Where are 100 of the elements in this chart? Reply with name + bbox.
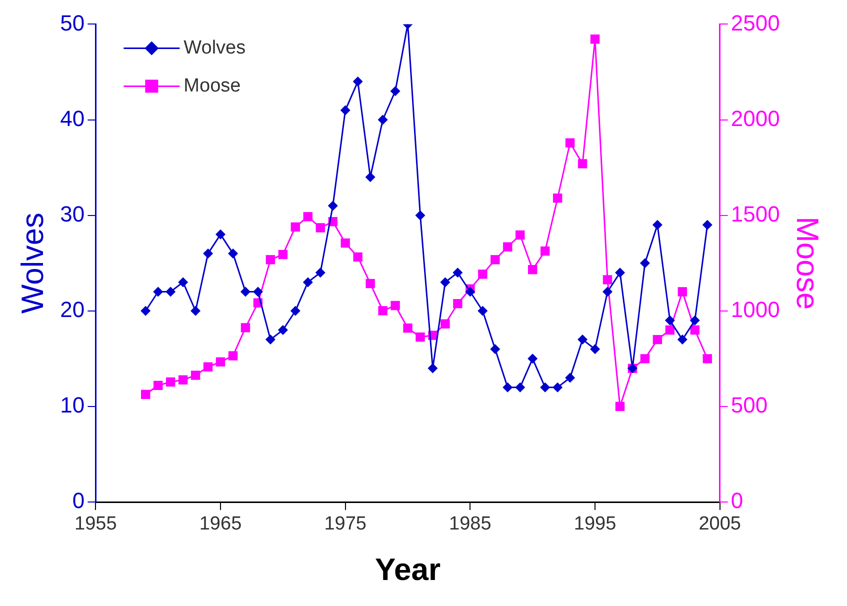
- point: [228, 351, 238, 360]
- point: [453, 299, 462, 308]
- point: [140, 306, 151, 316]
- point: [428, 363, 438, 374]
- x-tick-label: 1985: [449, 514, 492, 535]
- legend-label: Wolves: [184, 37, 246, 58]
- point: [690, 325, 700, 335]
- point: [528, 265, 538, 274]
- point: [328, 200, 338, 211]
- point: [390, 86, 400, 96]
- point: [677, 334, 688, 345]
- point: [690, 315, 700, 326]
- point: [652, 334, 662, 344]
- point: [190, 306, 201, 316]
- y-tick-label: 10: [60, 392, 85, 418]
- point: [652, 220, 662, 230]
- point: [602, 286, 613, 297]
- point: [303, 212, 312, 222]
- x-tick-label: 1975: [324, 514, 366, 535]
- point: [614, 268, 625, 278]
- point: [516, 230, 525, 240]
- point: [353, 252, 362, 262]
- x-tick-label: 1995: [574, 514, 616, 535]
- x-tick-label: 1965: [199, 514, 242, 535]
- point: [490, 344, 500, 354]
- point: [665, 325, 675, 335]
- point: [503, 242, 512, 252]
- point: [352, 76, 363, 87]
- y-axis-title: Wolves: [15, 212, 50, 314]
- point: [153, 286, 164, 297]
- y2-tick-label: 0: [730, 488, 744, 514]
- point: [590, 34, 600, 44]
- point: [416, 332, 425, 342]
- point: [166, 377, 176, 387]
- point: [552, 382, 563, 392]
- point: [178, 375, 188, 384]
- point: [590, 344, 600, 354]
- point: [340, 105, 350, 116]
- point: [166, 286, 176, 297]
- point: [265, 334, 276, 345]
- point: [615, 402, 625, 412]
- point: [528, 354, 538, 364]
- y2-tick-label: 1000: [730, 296, 780, 322]
- y-tick-label: 20: [60, 296, 85, 322]
- point: [565, 372, 576, 383]
- point: [278, 324, 288, 335]
- point: [378, 306, 388, 316]
- y2-tick-label: 500: [730, 392, 768, 418]
- point: [178, 277, 188, 288]
- point: [602, 275, 612, 284]
- point: [203, 248, 214, 259]
- point: [540, 246, 550, 256]
- point: [540, 382, 550, 392]
- point: [390, 300, 400, 310]
- point: [678, 287, 688, 296]
- point: [664, 315, 675, 326]
- x-tick-label: 2005: [698, 514, 741, 535]
- point: [640, 354, 650, 364]
- point: [515, 382, 526, 392]
- point: [290, 306, 300, 316]
- y2-tick-label: 2000: [730, 106, 780, 131]
- point: [216, 229, 226, 240]
- point: [465, 286, 476, 297]
- point: [478, 306, 488, 316]
- y2-tick-label: 2500: [730, 10, 780, 36]
- y-tick-label: 0: [72, 488, 85, 514]
- point: [153, 380, 163, 390]
- point: [478, 270, 488, 279]
- point: [252, 286, 263, 297]
- point: [216, 357, 226, 367]
- point: [702, 220, 712, 230]
- y2-tick-label: 1500: [730, 201, 780, 226]
- point: [702, 354, 712, 364]
- point: [190, 370, 200, 380]
- point: [141, 390, 150, 399]
- point: [640, 258, 650, 268]
- point: [378, 114, 388, 125]
- point: [278, 250, 288, 260]
- point: [316, 223, 325, 232]
- legend-label: Moose: [184, 75, 241, 96]
- y-tick-label: 40: [60, 106, 85, 131]
- point: [403, 323, 412, 333]
- point: [440, 319, 450, 328]
- y-tick-label: 30: [60, 201, 85, 226]
- x-tick-label: 1955: [74, 514, 117, 535]
- point: [415, 210, 426, 220]
- point: [315, 268, 326, 278]
- point: [240, 286, 250, 297]
- point: [440, 277, 450, 288]
- point: [340, 238, 350, 248]
- point: [502, 382, 513, 392]
- x-axis-title: Year: [375, 552, 441, 587]
- point: [552, 194, 562, 203]
- point: [452, 268, 463, 278]
- point: [365, 172, 376, 182]
- point: [490, 255, 500, 264]
- point: [302, 277, 313, 288]
- point: [290, 222, 300, 232]
- y-tick-label: 50: [60, 10, 85, 36]
- point: [565, 138, 575, 148]
